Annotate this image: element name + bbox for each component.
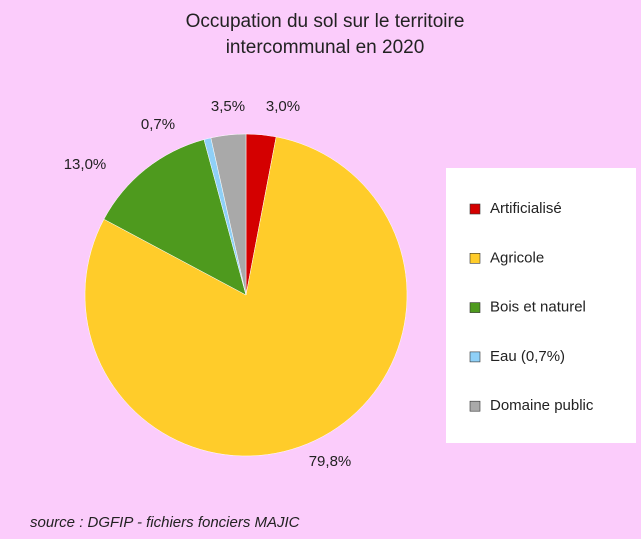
- data-label: 79,8%: [309, 453, 352, 470]
- chart-title: intercommunal en 2020: [226, 37, 425, 58]
- data-label: 3,0%: [266, 98, 300, 115]
- legend-label: Eau (0,7%): [490, 348, 565, 365]
- data-label: 3,5%: [211, 98, 245, 115]
- source-note: source : DGFIP - fichiers fonciers MAJIC: [30, 514, 300, 531]
- legend-label: Domaine public: [490, 397, 594, 414]
- data-label: 0,7%: [141, 116, 175, 133]
- pie-slice: [103, 139, 247, 296]
- legend-swatch: [469, 203, 481, 215]
- legend-swatch: [469, 351, 481, 363]
- legend-label: Artificialisé: [490, 200, 562, 217]
- legend-swatch: [469, 400, 481, 412]
- legend-label: Agricole: [490, 249, 544, 266]
- legend-label: Bois et naturel: [490, 299, 586, 316]
- legend-swatch: [469, 302, 481, 313]
- data-label: 13,0%: [64, 156, 107, 173]
- chart-title: Occupation du sol sur le territoire: [186, 11, 465, 32]
- pie-slice: [210, 133, 247, 296]
- pie-slice: [84, 136, 408, 457]
- legend-swatch: [469, 253, 481, 264]
